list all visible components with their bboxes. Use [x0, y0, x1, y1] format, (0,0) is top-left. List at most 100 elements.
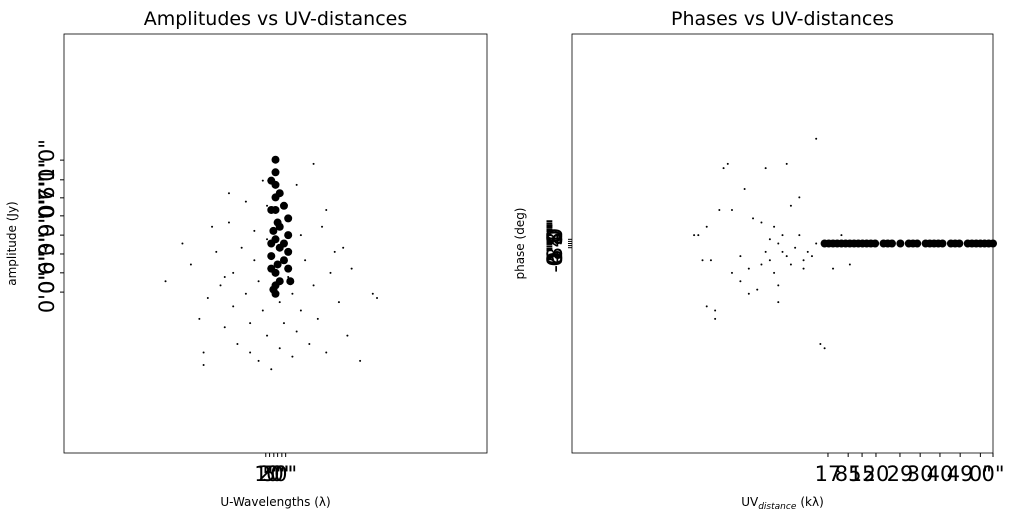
x-axis-label-unit: (kλ) — [800, 495, 823, 509]
point — [798, 196, 801, 199]
point — [266, 204, 269, 207]
x-axis-label: U-Wavelengths (λ) — [220, 495, 330, 509]
point — [346, 334, 349, 337]
point — [810, 255, 813, 258]
point — [284, 247, 293, 256]
point — [227, 192, 230, 195]
point — [271, 289, 280, 298]
point — [275, 189, 284, 198]
point — [266, 238, 269, 241]
point — [819, 343, 822, 346]
point — [189, 263, 192, 266]
point — [198, 317, 201, 320]
point — [227, 221, 230, 224]
point — [747, 292, 750, 295]
point — [773, 225, 776, 228]
point — [253, 259, 256, 262]
point — [722, 167, 725, 170]
point — [714, 317, 717, 320]
point — [760, 221, 763, 224]
axes-frame — [63, 33, 488, 454]
point — [337, 301, 340, 304]
point — [823, 347, 826, 350]
point — [342, 246, 345, 249]
point — [202, 364, 205, 367]
point — [316, 317, 319, 320]
point — [798, 234, 801, 237]
point — [257, 359, 260, 362]
x-tick-label: 0" — [270, 462, 293, 486]
point — [718, 208, 721, 211]
point — [913, 239, 922, 248]
point — [206, 296, 209, 299]
point — [275, 222, 284, 231]
x-tick-label: 20 — [863, 462, 890, 486]
point — [329, 271, 332, 274]
x-tick-label: 0" — [969, 462, 992, 486]
point — [747, 267, 750, 270]
x-tick-label: 15 — [849, 462, 876, 486]
point — [768, 259, 771, 262]
point — [743, 188, 746, 191]
y-tick-label: 7'0" — [35, 159, 59, 201]
point — [697, 234, 700, 237]
x-tick-label: 1" — [254, 462, 277, 486]
point — [299, 234, 302, 237]
y-tick-label: 1'0" — [35, 139, 59, 181]
point — [802, 259, 805, 262]
point — [789, 204, 792, 207]
point — [257, 280, 260, 283]
point — [815, 242, 818, 245]
point — [271, 155, 280, 164]
point — [244, 200, 247, 203]
y-axis-label: amplitude (Jy) — [5, 201, 19, 285]
point — [789, 263, 792, 266]
point — [219, 284, 222, 287]
point — [287, 276, 290, 279]
point — [223, 276, 226, 279]
point — [295, 183, 298, 186]
point — [730, 208, 733, 211]
point — [267, 264, 276, 273]
point — [299, 309, 302, 312]
point — [278, 347, 281, 350]
point — [781, 234, 784, 237]
x-tick-label: 85 — [835, 462, 862, 486]
point — [794, 246, 797, 249]
point — [989, 239, 997, 248]
point — [215, 250, 218, 253]
point — [714, 309, 717, 312]
point — [693, 234, 696, 237]
point — [781, 250, 784, 253]
point — [955, 239, 964, 248]
point — [278, 301, 281, 304]
x-tick-label: 29 — [887, 462, 914, 486]
point — [371, 292, 374, 295]
point — [938, 239, 947, 248]
point — [240, 246, 243, 249]
point — [295, 330, 298, 333]
point — [756, 288, 759, 291]
point — [705, 305, 708, 308]
point — [308, 343, 311, 346]
point — [284, 264, 293, 273]
x-tick-label: 40 — [927, 462, 954, 486]
point — [271, 281, 280, 290]
x-tick-label: 17 — [815, 462, 842, 486]
point — [764, 250, 767, 253]
point — [764, 167, 767, 170]
y-tick-label: 6'0" — [35, 233, 59, 275]
point — [312, 284, 315, 287]
point — [709, 259, 712, 262]
point — [768, 238, 771, 241]
point — [261, 179, 264, 182]
x-tick-label: 0" — [266, 462, 289, 486]
point — [887, 239, 896, 248]
x-tick-label: 30 — [907, 462, 934, 486]
point — [376, 296, 379, 299]
point — [279, 256, 288, 265]
point — [773, 271, 776, 274]
point — [705, 225, 708, 228]
x-axis-label: UVdistance (kλ) — [741, 495, 824, 512]
point — [832, 267, 835, 270]
